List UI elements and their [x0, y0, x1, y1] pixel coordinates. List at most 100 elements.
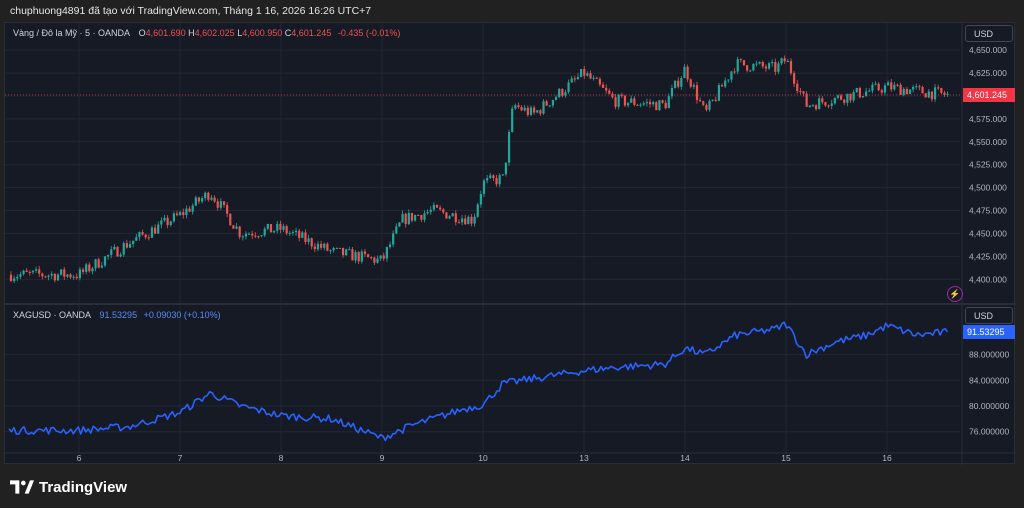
candle-body — [50, 273, 53, 276]
price-axis-label: 4,650.000 — [969, 45, 1007, 55]
candle-body — [789, 61, 793, 74]
top-currency-button[interactable]: USD — [965, 25, 1013, 42]
candle-body — [702, 101, 705, 105]
candle-body — [9, 274, 13, 282]
time-axis-label: 6 — [77, 453, 82, 463]
candle-body — [617, 94, 620, 107]
candle-body — [808, 105, 811, 107]
candle-body — [153, 227, 157, 234]
candle-body — [633, 98, 636, 105]
candle-body — [912, 86, 915, 90]
candle-body — [282, 226, 285, 230]
candle-body — [598, 78, 601, 85]
price-axis-label: 4,575.000 — [969, 114, 1007, 124]
candle-body — [680, 77, 683, 87]
bottom-pane-symbol[interactable]: XAGUSD · OANDA — [13, 310, 92, 320]
candle-body — [520, 106, 523, 111]
close-key: C — [284, 28, 292, 38]
high-value: 4,602.025 — [194, 28, 235, 38]
candle-body — [392, 233, 395, 245]
candle-body — [746, 65, 749, 71]
candle-body — [507, 131, 511, 163]
candle-body — [166, 217, 169, 226]
candle-body — [927, 91, 930, 98]
open-value: 4,601.690 — [145, 28, 186, 38]
candle-body — [122, 243, 125, 255]
candle-body — [404, 213, 407, 225]
candle-body — [883, 85, 887, 93]
candle-body — [188, 208, 191, 212]
time-axis-label: 10 — [478, 453, 488, 463]
candle-body — [880, 90, 883, 93]
candle-body — [116, 246, 119, 257]
candle-body — [482, 180, 486, 194]
candle-body — [457, 222, 461, 224]
candle-body — [752, 63, 755, 71]
candle-body — [623, 95, 627, 106]
candle-body — [53, 273, 56, 281]
top-pane-symbol[interactable]: Vàng / Đô la Mỹ · 5 · OANDA — [13, 28, 131, 38]
silver-axis-label: 76.000000 — [969, 427, 1009, 437]
candle-body — [13, 278, 16, 282]
top-pane-legend: Vàng / Đô la Mỹ · 5 · OANDA O4,601.690 H… — [13, 28, 400, 38]
candle-body — [160, 220, 163, 225]
candle-body — [511, 108, 514, 132]
last-price-tag: 4,601.245 — [963, 87, 1015, 102]
candle-body — [247, 233, 251, 235]
candle-body — [730, 71, 733, 80]
candle-body — [915, 86, 918, 88]
candle-body — [905, 88, 908, 94]
candle-body — [194, 197, 197, 206]
low-key: L — [237, 28, 243, 38]
candle-body — [827, 105, 830, 107]
lightning-icon[interactable]: ⚡ — [947, 286, 963, 302]
candle-body — [298, 230, 301, 238]
silver-axis-label: 80.000000 — [969, 401, 1009, 411]
bottom-currency-button[interactable]: USD — [965, 307, 1013, 324]
candle-body — [755, 63, 758, 65]
chart-frame[interactable]: 4,650.000 4,625.000 4,575.000 4,550.000 4,52… — [4, 22, 1016, 465]
candle-body — [269, 224, 273, 233]
candle-body — [918, 86, 921, 88]
candle-body — [28, 272, 31, 274]
candle-body — [664, 102, 667, 109]
price-axis-label: 4,625.000 — [969, 68, 1007, 78]
candle-body — [705, 104, 708, 110]
candle-body — [232, 225, 235, 229]
chart-canvas[interactable]: 4,650.000 4,625.000 4,575.000 4,550.000 4,52… — [5, 23, 1016, 465]
price-axis-label: 4,400.000 — [969, 274, 1007, 284]
candle-body — [517, 105, 520, 107]
candle-body — [767, 63, 771, 69]
candle-body — [886, 82, 890, 86]
candle-body — [536, 110, 539, 113]
candle-body — [642, 103, 645, 105]
candle-body — [335, 247, 338, 249]
candle-body — [351, 249, 354, 261]
price-axis-label: 4,475.000 — [969, 206, 1007, 216]
candle-body — [420, 215, 423, 220]
candle-body — [771, 61, 774, 64]
candle-body — [91, 268, 94, 272]
candle-body — [902, 88, 905, 95]
candle-body — [839, 95, 843, 100]
candle-body — [31, 270, 35, 273]
candle-body — [320, 243, 323, 248]
candle-body — [692, 85, 695, 87]
candle-body — [97, 259, 100, 268]
candle-body — [626, 102, 630, 106]
time-axis-label: 15 — [781, 453, 791, 463]
candle-body — [611, 93, 614, 98]
candle-body — [545, 101, 548, 106]
candle-body — [636, 104, 639, 106]
candle-body — [802, 91, 805, 94]
time-axis-label: 8 — [279, 453, 284, 463]
candle-body — [933, 87, 937, 100]
candle-body — [805, 93, 808, 107]
candle-body — [749, 70, 752, 72]
candle-body — [661, 100, 664, 103]
candle-body — [276, 223, 279, 231]
brand-footer[interactable]: TradingView — [10, 477, 127, 497]
candle-body — [326, 243, 329, 251]
candle-body — [288, 232, 291, 234]
candle-body — [85, 264, 88, 272]
